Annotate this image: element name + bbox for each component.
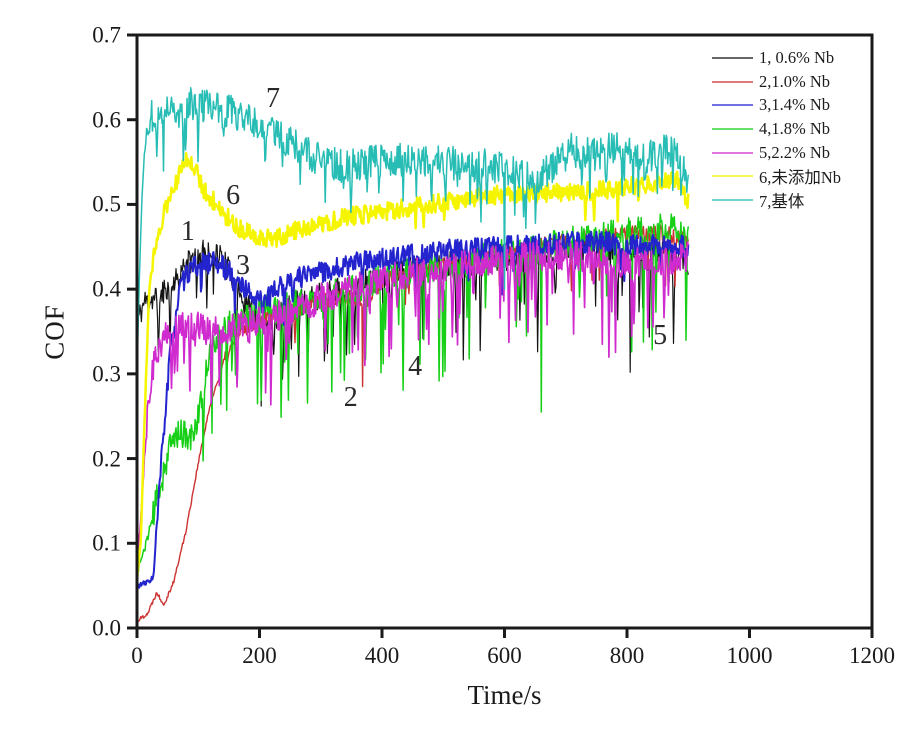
legend-line-swatch xyxy=(712,151,753,154)
y-tick-label: 0.6 xyxy=(92,107,121,133)
legend-entry-s1: 1, 0.6% Nb xyxy=(712,46,841,70)
legend-line-swatch xyxy=(712,104,753,107)
legend-label: 3,1.4% Nb xyxy=(759,95,831,115)
legend-label: 4,1.8% Nb xyxy=(759,118,831,138)
y-tick-label: 0.7 xyxy=(92,22,121,48)
x-tick-label: 0 xyxy=(131,643,143,668)
x-tick-label: 600 xyxy=(487,643,522,668)
legend-line-swatch xyxy=(712,80,753,83)
legend-entry-s2: 2,1.0% Nb xyxy=(712,70,841,94)
y-axis-label: COF xyxy=(39,303,70,360)
legend-line-swatch xyxy=(712,198,753,201)
curve-label-5: 5 xyxy=(653,319,668,351)
legend-label: 7,基体 xyxy=(759,191,805,211)
series-line-s6 xyxy=(135,151,690,579)
legend-line-swatch xyxy=(712,127,753,130)
y-tick-label: 0.3 xyxy=(92,361,121,387)
curve-label-2: 2 xyxy=(343,381,358,413)
y-tick-label: 0.2 xyxy=(92,446,121,472)
curve-label-4: 4 xyxy=(408,351,423,383)
curve-label-3: 3 xyxy=(235,250,250,282)
legend: 1, 0.6% Nb 2,1.0% Nb 3,1.4% Nb 4,1.8% Nb 5,2… xyxy=(712,46,841,212)
legend-entry-s6: 6,未添加Nb xyxy=(712,164,841,188)
legend-line-swatch xyxy=(712,56,753,59)
y-tick-label: 0.4 xyxy=(92,276,121,302)
series-line-s3 xyxy=(136,230,690,589)
legend-entry-s3: 3,1.4% Nb xyxy=(712,93,841,117)
legend-label: 1, 0.6% Nb xyxy=(759,47,835,67)
series-line-s5 xyxy=(136,239,690,570)
x-tick-label: 800 xyxy=(609,643,645,668)
y-tick-label: 0.5 xyxy=(92,191,121,217)
y-tick-label: 0.0 xyxy=(92,615,121,641)
x-tick-label: 400 xyxy=(364,643,400,668)
series-line-s7 xyxy=(136,87,690,375)
legend-label: 6,未添加Nb xyxy=(759,168,842,188)
x-tick-label: 200 xyxy=(242,643,277,668)
curve-label-7: 7 xyxy=(265,83,280,115)
x-tick-label: 1000 xyxy=(726,643,773,668)
legend-entry-s5: 5,2.2% Nb xyxy=(712,141,841,165)
y-tick-label: 0.1 xyxy=(92,530,121,556)
plot-frame xyxy=(135,33,874,630)
curve-label-1: 1 xyxy=(180,215,195,247)
legend-line-swatch xyxy=(712,175,753,178)
legend-label: 5,2.2% Nb xyxy=(759,142,831,162)
legend-entry-s4: 4,1.8% Nb xyxy=(712,117,841,141)
x-axis-label: Time/s xyxy=(467,680,542,710)
curve-label-6: 6 xyxy=(226,179,241,211)
series-line-s2 xyxy=(136,224,689,623)
legend-entry-s7: 7,基体 xyxy=(712,188,841,212)
x-tick-label: 1200 xyxy=(849,643,895,668)
legend-label: 2,1.0% Nb xyxy=(759,71,831,91)
